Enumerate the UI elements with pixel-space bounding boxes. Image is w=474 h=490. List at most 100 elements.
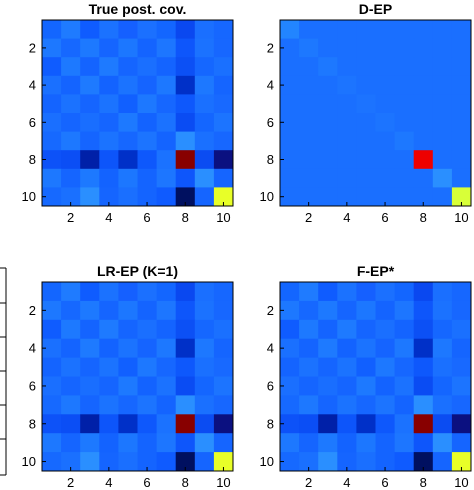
- heatmap-cell: [61, 452, 81, 472]
- heatmap-cell: [156, 414, 177, 434]
- heatmap-cell: [213, 94, 234, 114]
- heatmap-cell: [80, 319, 100, 340]
- heatmap-cell: [375, 395, 395, 415]
- heatmap-cell: [156, 75, 177, 95]
- heatmap-cell: [137, 187, 157, 207]
- heatmap-cell: [61, 75, 81, 95]
- y-tick-label: 2: [29, 40, 36, 55]
- heatmap-cell: [375, 433, 395, 453]
- heatmap-cell: [318, 38, 338, 58]
- y-tick-label: 4: [267, 78, 274, 93]
- heatmap-cell: [80, 433, 100, 453]
- heatmap-cell: [99, 452, 119, 472]
- heatmap-cell: [42, 131, 62, 151]
- heatmap-cell: [175, 94, 196, 114]
- heatmap-cell: [118, 282, 138, 302]
- heatmap-cell: [356, 282, 376, 302]
- heatmap-cell: [42, 433, 62, 453]
- heatmap-cell: [194, 20, 215, 39]
- heatmap-cell: [451, 433, 472, 453]
- heatmap-cell: [337, 395, 357, 415]
- y-tick-label: 8: [267, 416, 274, 431]
- heatmap-cell: [213, 357, 234, 377]
- heatmap-cell: [432, 433, 453, 453]
- heatmap-cell: [394, 414, 415, 434]
- heatmap-cell: [61, 38, 81, 58]
- heatmap-cell: [194, 187, 215, 207]
- heatmap-cell: [118, 319, 138, 340]
- heatmap-cell: [432, 282, 453, 302]
- heatmap-cell: [337, 187, 357, 207]
- heatmap-cell: [118, 414, 138, 434]
- panel-title: D-EP: [359, 1, 392, 17]
- heatmap-cell: [432, 168, 453, 188]
- heatmap-cell: [451, 338, 472, 358]
- heatmap-cell: [318, 94, 338, 114]
- heatmap-cell: [375, 300, 395, 321]
- x-tick-label: 6: [143, 475, 150, 490]
- heatmap-cell: [451, 75, 472, 95]
- heatmap-cell: [194, 338, 215, 358]
- heatmap-cell: [432, 452, 453, 472]
- heatmap-cell: [213, 319, 234, 340]
- heatmap-cell: [432, 376, 453, 396]
- heatmap-cell: [432, 319, 453, 340]
- heatmap-cell: [280, 94, 300, 114]
- heatmap-cell: [175, 319, 196, 340]
- heatmap-cell: [280, 150, 300, 170]
- heatmap-cell: [61, 168, 81, 188]
- heatmap-cell: [175, 414, 196, 434]
- heatmap-cell: [356, 168, 376, 188]
- heatmap-cell: [299, 57, 319, 77]
- heatmap-cell: [375, 75, 395, 95]
- heatmap-cell: [156, 282, 177, 302]
- heatmap-cell: [280, 20, 300, 39]
- heatmap-cell: [99, 338, 119, 358]
- heatmap-cell: [413, 150, 434, 170]
- heatmap-cell: [413, 376, 434, 396]
- heatmap-cell: [61, 113, 81, 132]
- heatmap-cell: [413, 94, 434, 114]
- heatmap-cell: [394, 94, 415, 114]
- heatmap-cell: [451, 150, 472, 170]
- heatmap-cell: [194, 131, 215, 151]
- heatmap-cell: [413, 282, 434, 302]
- y-tick-label: 6: [267, 378, 274, 393]
- heatmap-cell: [156, 20, 177, 39]
- heatmap-cell: [175, 113, 196, 132]
- heatmap-cell: [375, 57, 395, 77]
- y-tick-label: 6: [267, 115, 274, 130]
- heatmap-cell: [318, 395, 338, 415]
- heatmap-cell: [80, 131, 100, 151]
- heatmap-cell: [299, 38, 319, 58]
- heatmap-cell: [375, 338, 395, 358]
- x-tick-label: 8: [182, 475, 189, 490]
- heatmap-cell: [175, 57, 196, 77]
- x-tick-label: 6: [381, 210, 388, 225]
- heatmap-cell: [375, 150, 395, 170]
- heatmap-cell: [299, 357, 319, 377]
- heatmap-cell: [299, 376, 319, 396]
- heatmap-cell: [194, 282, 215, 302]
- heatmap-cell: [337, 94, 357, 114]
- heatmap-cell: [413, 338, 434, 358]
- axes-frame: [279, 281, 472, 472]
- heatmap-cell: [194, 168, 215, 188]
- y-tick-label: 2: [267, 303, 274, 318]
- heatmap-cell: [432, 38, 453, 58]
- heatmap-cell: [80, 300, 100, 321]
- heatmap-cell: [175, 20, 196, 39]
- heatmap-cell: [337, 168, 357, 188]
- heatmap-cell: [61, 300, 81, 321]
- heatmap-cell: [432, 338, 453, 358]
- heatmap-cell: [156, 94, 177, 114]
- heatmap-cell: [42, 357, 62, 377]
- heatmap-cell: [356, 395, 376, 415]
- heatmap-cell: [213, 376, 234, 396]
- heatmap-cell: [156, 57, 177, 77]
- heatmap-cell: [118, 376, 138, 396]
- heatmap-cell: [80, 94, 100, 114]
- heatmap-cell: [337, 338, 357, 358]
- heatmap-cell: [394, 38, 415, 58]
